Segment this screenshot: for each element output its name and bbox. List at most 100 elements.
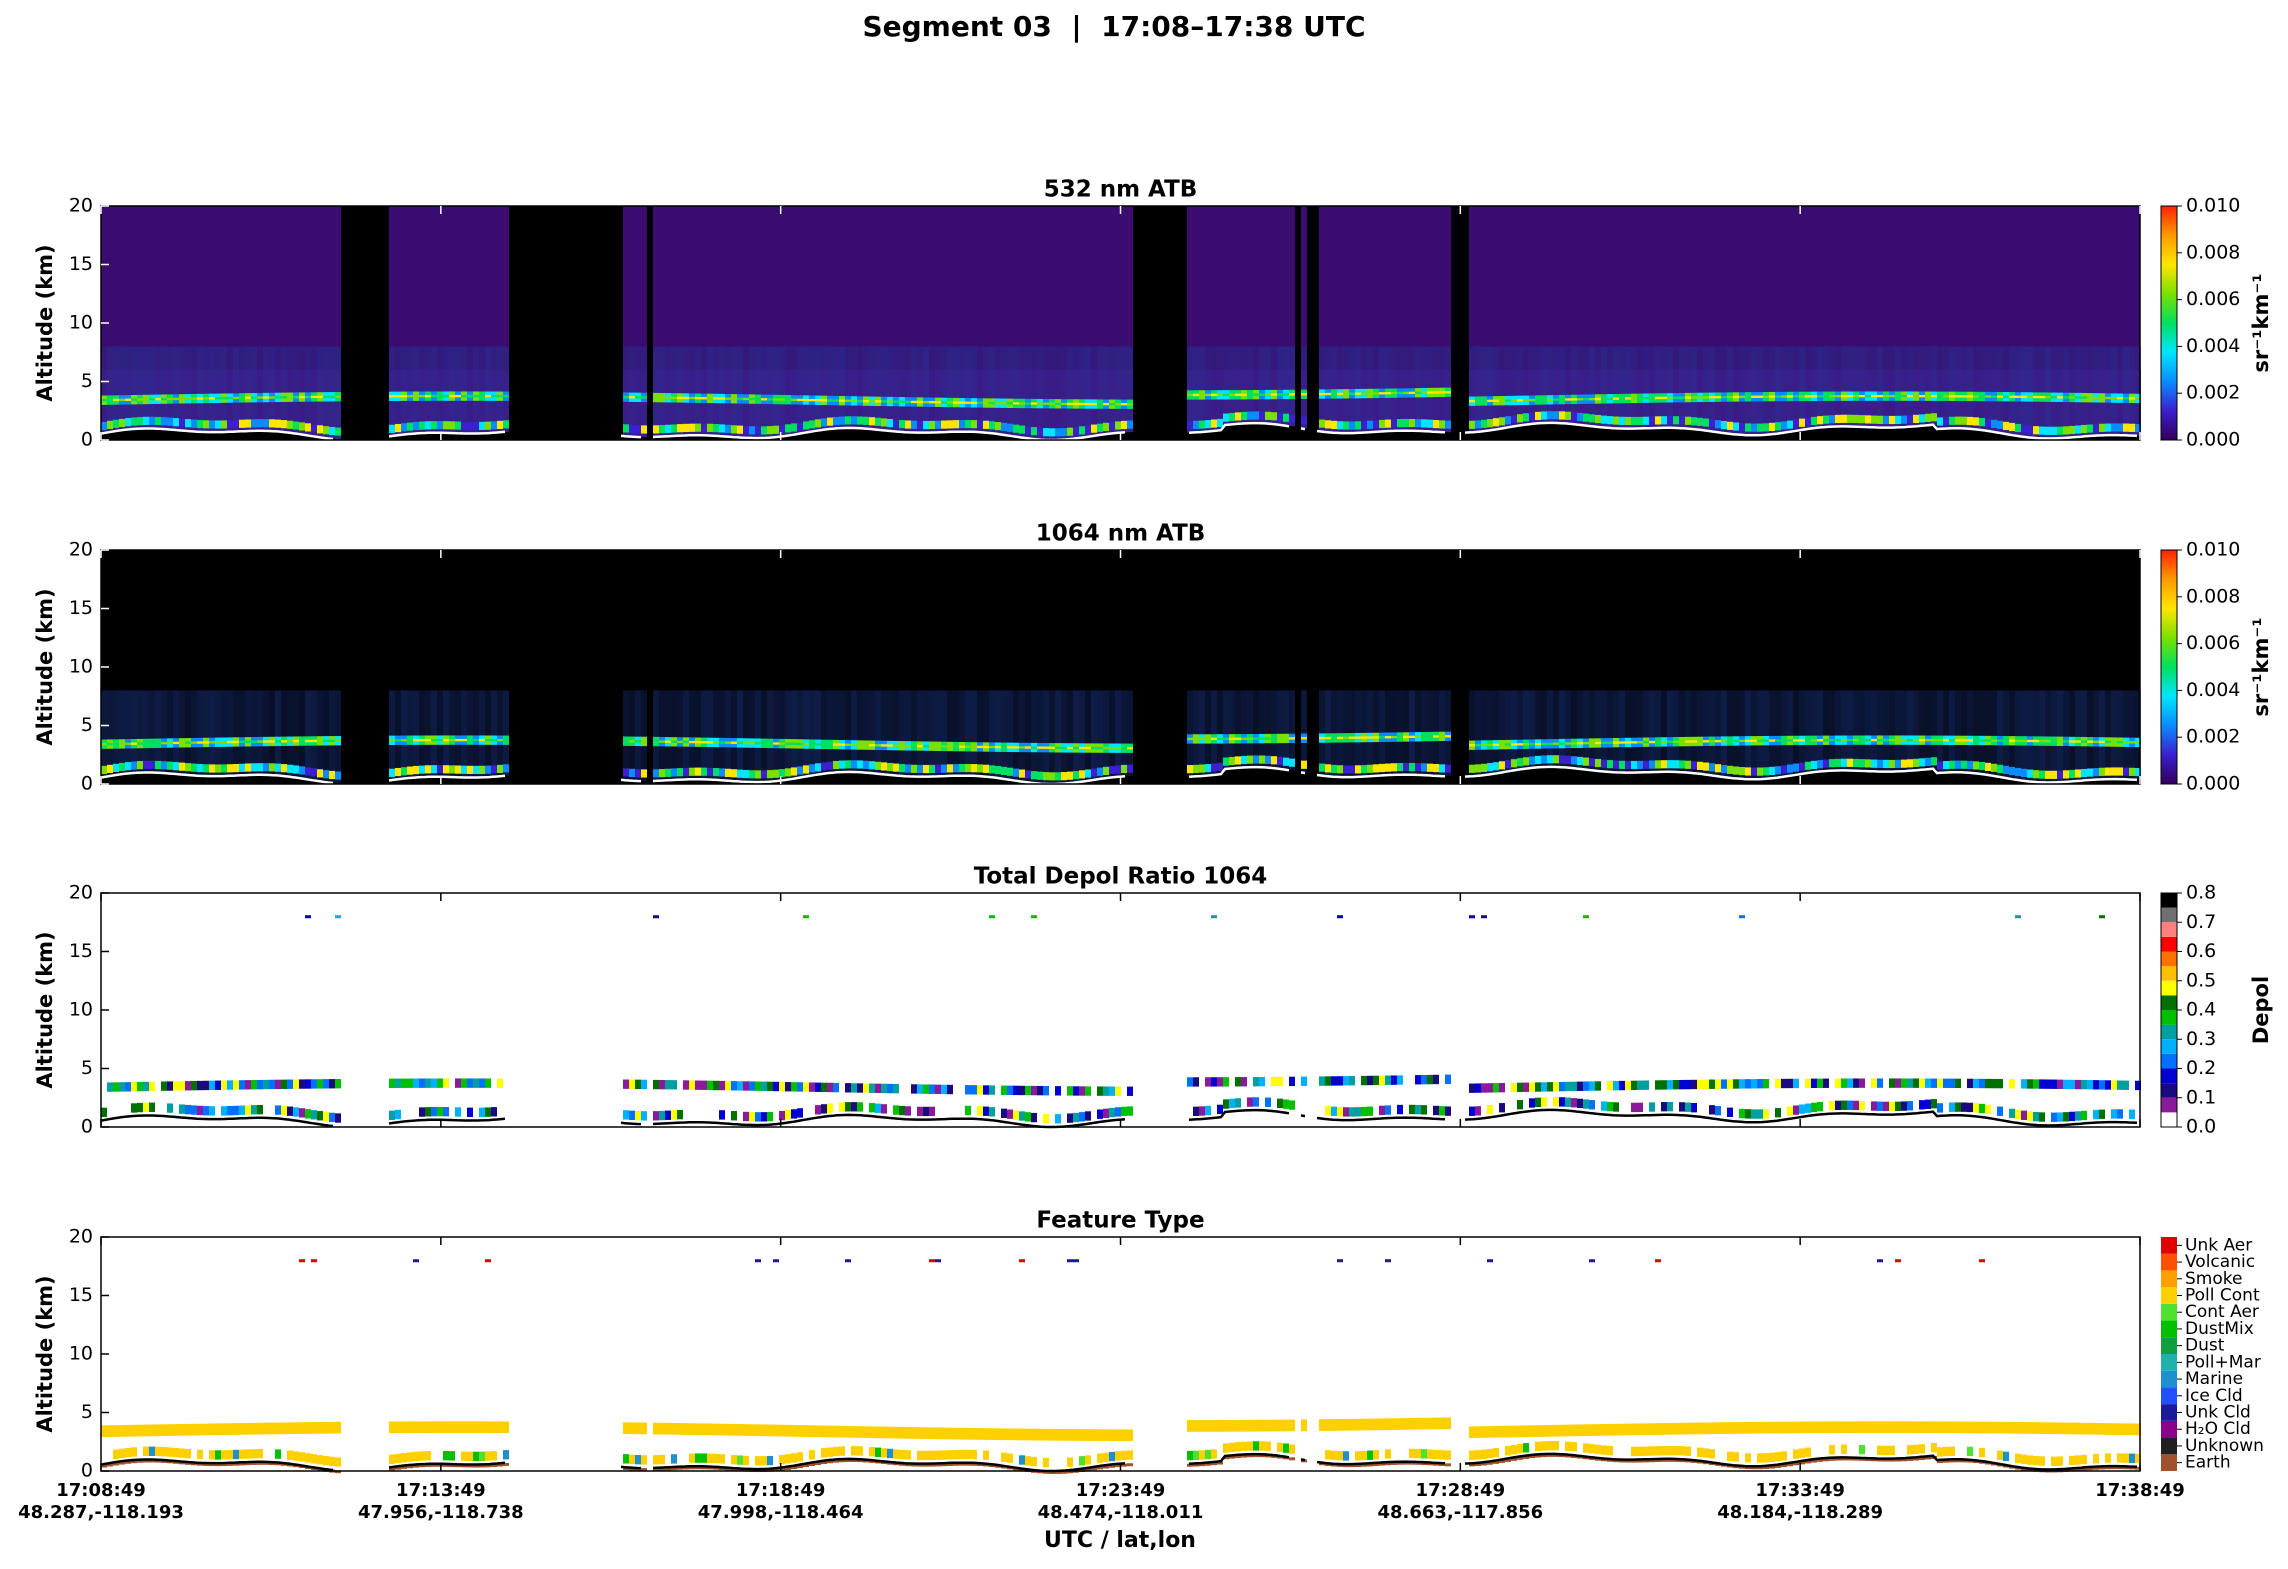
layer: [1397, 735, 1403, 739]
layer: [323, 395, 329, 398]
layer: [1823, 739, 1829, 742]
layer: [1361, 736, 1367, 739]
ground-line: [1300, 1458, 1306, 1462]
layer: [1883, 738, 1889, 742]
layer: [719, 768, 725, 777]
layer: [167, 1081, 173, 1091]
surface: [671, 1467, 677, 1471]
haze: [665, 369, 671, 437]
layer: [1379, 419, 1385, 429]
layer: [1049, 428, 1055, 437]
layer: [1631, 1080, 1637, 1091]
layer: [1913, 738, 1919, 742]
colorbar-tick-label: 0.4: [2186, 999, 2216, 1021]
layer: [1277, 412, 1283, 422]
layer: [2003, 739, 2009, 742]
layer: [1415, 419, 1421, 428]
noise: [1211, 690, 1217, 776]
layer: [1871, 738, 1877, 742]
subsurface: [809, 776, 815, 784]
layer: [905, 1106, 911, 1116]
no-data: [365, 550, 371, 784]
layer: [1589, 414, 1595, 423]
layer: [1865, 1421, 1871, 1433]
layer: [1283, 737, 1289, 740]
layer: [1349, 1076, 1355, 1086]
noise: [131, 346, 137, 430]
layer: [1859, 394, 1865, 398]
layer: [113, 742, 119, 746]
subsurface: [1301, 428, 1307, 440]
layer: [1121, 420, 1127, 430]
noise: [905, 690, 911, 777]
layer: [671, 740, 677, 743]
layer: [1277, 1098, 1283, 1109]
layer: [143, 398, 149, 401]
noise: [191, 690, 197, 776]
ground-line: [100, 771, 334, 785]
layer: [869, 761, 875, 770]
noise: [995, 690, 1001, 778]
surface: [1355, 1464, 1361, 1468]
layer: [1439, 420, 1445, 429]
noise: [119, 690, 125, 775]
layer: [1427, 1074, 1433, 1085]
layer: [1685, 416, 1691, 425]
layer: [329, 426, 335, 436]
subsurface: [959, 431, 965, 440]
layer: [329, 1421, 335, 1434]
ground-line: [620, 778, 642, 783]
layer: [389, 1078, 395, 1088]
subsurface: [269, 774, 275, 784]
layer: [1025, 1085, 1031, 1096]
layer: [167, 741, 173, 745]
subsurface: [155, 772, 161, 784]
surface: [653, 1467, 659, 1471]
layer: [935, 401, 941, 404]
subsurface: [1115, 433, 1121, 440]
layer: [2003, 421, 2009, 431]
layer: [1859, 738, 1865, 742]
layer: [701, 397, 707, 400]
layer: [1385, 1418, 1391, 1431]
layer: [1013, 1428, 1019, 1441]
layer: [1829, 759, 1835, 768]
layer: [1955, 1078, 1961, 1089]
layer: [1781, 765, 1787, 774]
layer: [1109, 403, 1115, 406]
layer: [659, 1079, 665, 1090]
subsurface: [779, 436, 785, 440]
layer: [1325, 1106, 1331, 1116]
layer: [2033, 1111, 2039, 1122]
noise: [743, 690, 749, 782]
subsurface: [1733, 778, 1739, 784]
surface: [1799, 1461, 1805, 1465]
layer: [1709, 1105, 1715, 1115]
layer: [281, 740, 287, 743]
colorbar-tick-label: 0.1: [2186, 1086, 2216, 1108]
noise: [1007, 690, 1013, 780]
layer: [1679, 396, 1685, 399]
layer: [2129, 741, 2135, 744]
noise: [1091, 690, 1097, 781]
colorbar-swatch: [2161, 1010, 2177, 1025]
noise: [671, 346, 677, 437]
layer: [827, 1103, 833, 1113]
surface: [1955, 1459, 1961, 1463]
layer: [815, 763, 821, 772]
no-data: [353, 550, 359, 784]
subsurface: [269, 430, 275, 440]
haze: [1769, 369, 1775, 435]
layer: [1073, 402, 1079, 406]
layer: [2081, 768, 2087, 778]
layer: [299, 1452, 305, 1462]
layer: [2027, 395, 2033, 399]
layer: [1991, 1078, 1997, 1089]
subsurface: [1871, 427, 1877, 440]
noise: [1793, 690, 1799, 776]
subsurface: [1577, 768, 1583, 784]
ground-line: [1300, 427, 1306, 431]
layer: [713, 1080, 719, 1091]
noise: [1913, 690, 1919, 771]
layer: [287, 1450, 293, 1460]
